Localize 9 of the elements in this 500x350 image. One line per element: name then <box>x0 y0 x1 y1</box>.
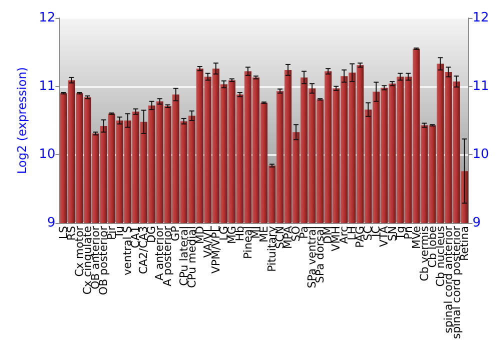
y2-tick-label: 10 <box>472 147 490 162</box>
y-tick-label: 11 <box>38 78 56 94</box>
y2-tick-label: 12 <box>472 10 490 26</box>
y-tick-label: 10 <box>38 147 56 162</box>
y-tick-label: 9 <box>47 216 56 231</box>
y-tick-label: 12 <box>38 10 56 26</box>
y2-tick-label: 11 <box>472 78 490 94</box>
y-axis-title: Log2 (expression) <box>15 67 29 174</box>
y2-tick-label: 9 <box>472 216 481 231</box>
